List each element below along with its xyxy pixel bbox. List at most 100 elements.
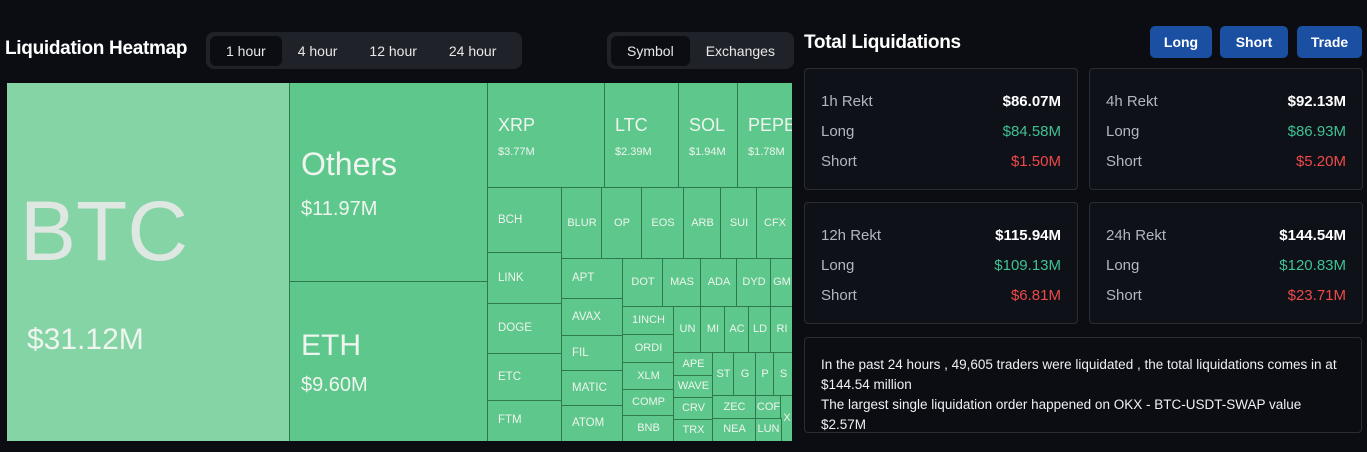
card-row: Short $5.20M: [1106, 153, 1346, 170]
heatmap-cell[interactable]: UN: [673, 306, 702, 354]
heatmap-cell[interactable]: ATOM: [561, 405, 624, 441]
cell-value: $1.78M: [748, 146, 785, 158]
cell-label: WAVE: [677, 380, 710, 392]
heatmap-cell[interactable]: BCH: [487, 187, 563, 254]
cell-label: COMP: [632, 396, 665, 408]
note: In the past 24 hours , 49,605 traders we…: [804, 337, 1362, 433]
heatmap-cell[interactable]: DOT: [622, 258, 664, 308]
heatmap-cell[interactable]: OP: [601, 187, 643, 260]
heatmap-cell[interactable]: LINK: [487, 252, 563, 305]
heatmap-cell[interactable]: LUN: [755, 418, 782, 441]
heatmap-cell[interactable]: ZEC: [712, 395, 757, 420]
heatmap-cell[interactable]: 1INCH: [622, 306, 675, 336]
row-label: Short: [821, 287, 857, 304]
heatmap-cell[interactable]: FTM: [487, 400, 563, 441]
heatmap-cell[interactable]: ETC: [487, 353, 563, 402]
view-tab[interactable]: Symbol: [611, 35, 690, 66]
trade-button[interactable]: Trade: [1297, 26, 1362, 58]
rekt-card: 4h Rekt $92.13M Long $86.93M Short $5.20M: [1089, 68, 1363, 190]
heatmap-cell[interactable]: SOL $1.94M: [678, 83, 739, 189]
cell-label: GM: [773, 276, 791, 288]
cell-label: S: [779, 367, 788, 380]
cell-label: X: [783, 411, 791, 424]
time-tab[interactable]: 4 hour: [297, 42, 338, 59]
time-tab[interactable]: 1 hour: [210, 35, 282, 66]
cell-label: ETH: [301, 329, 361, 362]
heatmap-cell[interactable]: XRP $3.77M: [487, 83, 606, 189]
heatmap-cell[interactable]: MATIC: [561, 370, 624, 407]
heatmap-cell[interactable]: Others $11.97M: [289, 83, 489, 283]
heatmap-cell[interactable]: AC: [724, 306, 750, 354]
heatmap-cell[interactable]: X: [780, 395, 792, 441]
row-value: $86.07M: [1002, 93, 1061, 110]
heatmap-cell[interactable]: LD: [748, 306, 772, 354]
row-label: Long: [821, 123, 855, 140]
time-tab[interactable]: 12 hour: [369, 42, 417, 59]
heatmap-cell[interactable]: APE: [673, 352, 714, 377]
heatmap-cell[interactable]: APT: [561, 258, 624, 300]
heatmap-cell[interactable]: COF: [755, 395, 782, 420]
heatmap-cell[interactable]: TRX: [673, 419, 714, 441]
heatmap-cell[interactable]: CFX: [756, 187, 792, 260]
cell-label: BCH: [498, 213, 523, 226]
view-tab[interactable]: Exchanges: [705, 42, 775, 59]
row-label: Long: [1106, 123, 1140, 140]
heatmap-cell[interactable]: DOGE: [487, 303, 563, 355]
heatmap-cell[interactable]: AVAX: [561, 298, 624, 337]
heatmap-cell[interactable]: P: [755, 352, 775, 397]
row-value: $23.71M: [1287, 287, 1346, 304]
cell-value: $11.97M: [301, 198, 378, 220]
heatmap-cell[interactable]: SUI: [720, 187, 758, 260]
heatmap-cell[interactable]: EOS: [641, 187, 685, 260]
cell-label: EOS: [651, 216, 675, 229]
heatmap-cell[interactable]: FIL: [561, 335, 624, 372]
long-button[interactable]: Long: [1150, 26, 1212, 58]
row-value: $1.50M: [1010, 153, 1061, 170]
cell-label: PEPE: [748, 115, 792, 135]
heatmap-cell[interactable]: S: [773, 352, 792, 397]
row-label: 1h Rekt: [821, 93, 873, 110]
cell-label: FTM: [498, 414, 522, 426]
short-button[interactable]: Short: [1220, 26, 1288, 58]
heatmap-cell[interactable]: XLM: [622, 362, 675, 391]
heatmap-cell[interactable]: ETH $9.60M: [289, 281, 489, 441]
heatmap-cell[interactable]: COMP: [622, 389, 675, 417]
cell-label: FIL: [572, 346, 589, 359]
heatmap-cell[interactable]: PEPE $1.78M: [737, 83, 792, 189]
heatmap-cell[interactable]: ORDI: [622, 334, 675, 364]
heatmap-cell[interactable]: G: [733, 352, 757, 397]
cell-label: ATOM: [572, 416, 605, 429]
card-row: 1h Rekt $86.07M: [821, 93, 1061, 110]
row-value: $92.13M: [1287, 93, 1346, 110]
summary-title: Total Liquidations: [804, 32, 961, 53]
heatmap-cell[interactable]: RI: [770, 306, 792, 354]
row-label: Short: [821, 153, 857, 170]
heatmap-cell[interactable]: NEA: [712, 418, 757, 441]
heatmap-cell[interactable]: BNB: [622, 415, 675, 441]
cell-label: MATIC: [572, 381, 607, 394]
heatmap-cell[interactable]: ADA: [700, 258, 738, 308]
heatmap-cell[interactable]: GM: [770, 258, 792, 308]
heatmap-cell[interactable]: MAS: [662, 258, 702, 308]
rekt-card: 1h Rekt $86.07M Long $84.58M Short $1.50M: [804, 68, 1078, 190]
heatmap-cell[interactable]: ST: [712, 352, 735, 397]
cell-label: ADA: [707, 276, 731, 288]
heatmap-cell[interactable]: WAVE: [673, 375, 714, 399]
card-row: Short $23.71M: [1106, 287, 1346, 304]
heatmap-cell[interactable]: LTC $2.39M: [604, 83, 680, 189]
cell-label: SUI: [729, 216, 749, 229]
heatmap-cell[interactable]: ARB: [683, 187, 722, 260]
heatmap-cell[interactable]: CRV: [673, 397, 714, 421]
card-row: Long $109.13M: [821, 257, 1061, 274]
heatmap-cell[interactable]: BLUR: [561, 187, 603, 260]
time-tab[interactable]: 24 hour: [448, 42, 497, 59]
heatmap-cell[interactable]: BTC $31.12M: [7, 83, 291, 441]
cell-value: $31.12M: [27, 323, 144, 356]
card-row: 12h Rekt $115.94M: [821, 227, 1061, 244]
heatmap-cell[interactable]: DYD: [736, 258, 772, 308]
row-label: Long: [1106, 257, 1140, 274]
cell-label: Others: [301, 146, 398, 182]
cell-label: BTC: [20, 184, 188, 278]
heatmap-cell[interactable]: MI: [700, 306, 726, 354]
cell-label: MI: [706, 323, 720, 335]
